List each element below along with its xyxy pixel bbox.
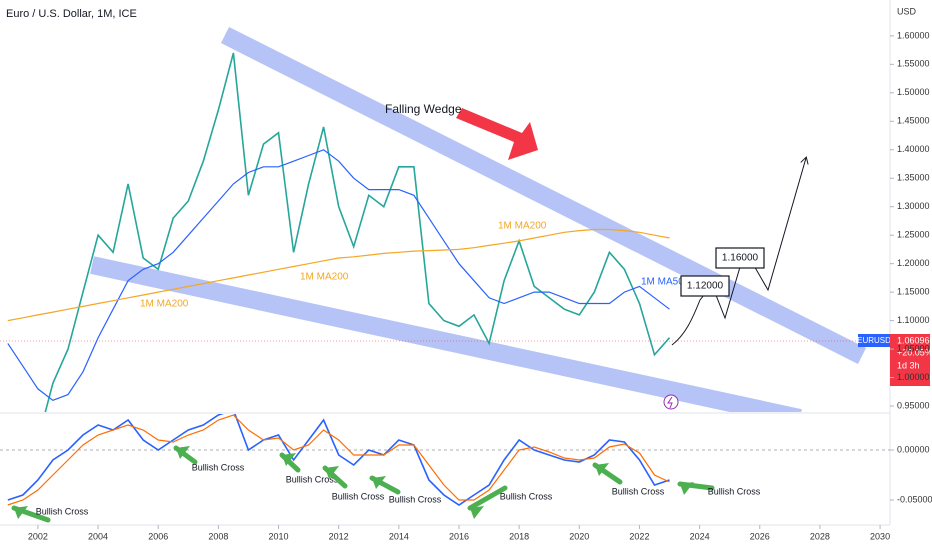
x-tick-label: 2018 (509, 531, 529, 541)
price-change: +20.05% (897, 347, 932, 357)
annotation: 1M MA200 (498, 221, 547, 232)
y-tick-label: 1.40000 (897, 144, 930, 154)
annotation: 1M MA200 (300, 272, 349, 283)
x-tick-label: 2014 (389, 531, 409, 541)
annotation-arrowhead (680, 482, 694, 495)
symbol-tag (858, 334, 890, 347)
y-axis-unit: USD (897, 6, 917, 16)
price-countdown: 1d 3h (897, 360, 920, 370)
annotation: Bullish Cross (500, 491, 553, 501)
y-tick-label: 1.35000 (897, 173, 930, 183)
annotation: Bullish Cross (332, 491, 385, 501)
annotation-arrow (467, 485, 508, 511)
x-tick-label: 2010 (269, 531, 289, 541)
x-tick-label: 2002 (28, 531, 48, 541)
price-value: 1.06096 (897, 335, 930, 345)
wedge-upper (220, 26, 867, 365)
x-tick-label: 2022 (629, 531, 649, 541)
x-tick-label: 2028 (810, 531, 830, 541)
annotation-arrowhead (176, 446, 190, 459)
series-line (7, 414, 670, 506)
annotation-arrowhead (595, 463, 609, 476)
x-tick-label: 2030 (870, 531, 890, 541)
annotation: Bullish Cross (389, 494, 442, 504)
event-bolt (667, 396, 673, 409)
annotation-arrowhead (325, 466, 339, 479)
annotation: Bullish Cross (36, 506, 89, 516)
y-tick-label: 1.30000 (897, 201, 930, 211)
x-tick-label: 2026 (750, 531, 770, 541)
annotation: Bullish Cross (192, 462, 245, 472)
wedge (90, 26, 867, 412)
series-line (44, 52, 671, 412)
annotation-arrowhead (14, 506, 28, 519)
y-tick-label: 1.45000 (897, 116, 930, 126)
price-target-box (715, 247, 765, 269)
x-tick-label: 2008 (208, 531, 228, 541)
x-tick-label: 2016 (449, 531, 469, 541)
y-tick-label: 1.10000 (897, 315, 930, 325)
y-tick-label: 1.15000 (897, 287, 930, 297)
y-tick-label: 1.50000 (897, 87, 930, 97)
series-line (7, 228, 670, 322)
x-tick-label: 2024 (690, 531, 710, 541)
annotation-arrowhead (282, 453, 296, 466)
wedge-lower (90, 256, 802, 412)
macd-pane (7, 414, 670, 506)
event-icon (663, 394, 679, 410)
y-tick-label: 1.00000 (897, 372, 930, 382)
annotation: Bullish Cross (286, 474, 339, 484)
x-tick-label: 2020 (569, 531, 589, 541)
annotation: 1M MA200 (140, 299, 189, 310)
y-tick-label: 1.20000 (897, 258, 930, 268)
projection-path (671, 158, 806, 346)
chart-title: Euro / U.S. Dollar, 1M, ICE (6, 8, 137, 20)
y-tick-label: 0.95000 (897, 400, 930, 410)
y-tick-label: 1.25000 (897, 230, 930, 240)
annotation: Falling Wedge (385, 102, 462, 116)
annotation: Bullish Cross (708, 486, 761, 496)
y-tick-label: 1.05000 (897, 343, 930, 353)
x-tick-label: 2006 (148, 531, 168, 541)
price-tag (890, 334, 930, 386)
series-line (7, 414, 670, 506)
annotation-arrowhead (372, 476, 386, 489)
red-arrow (456, 108, 538, 160)
x-tick-label: 2004 (88, 531, 108, 541)
symbol-label: EURUSD (857, 336, 891, 345)
price-target-box (680, 275, 730, 297)
annotation: Bullish Cross (612, 486, 665, 496)
annotation: 1.16000 (722, 253, 759, 264)
y-tick-label: 1.60000 (897, 30, 930, 40)
price-pane (7, 52, 671, 412)
annotation-arrowhead (470, 506, 484, 519)
y-tick-label: -0.05000 (897, 494, 932, 504)
annotation: 1M MA50 (641, 277, 684, 288)
y-tick-label: 0.00000 (897, 444, 930, 454)
y-tick-label: 1.55000 (897, 59, 930, 69)
annotation: 1.12000 (687, 281, 724, 292)
x-tick-label: 2012 (329, 531, 349, 541)
